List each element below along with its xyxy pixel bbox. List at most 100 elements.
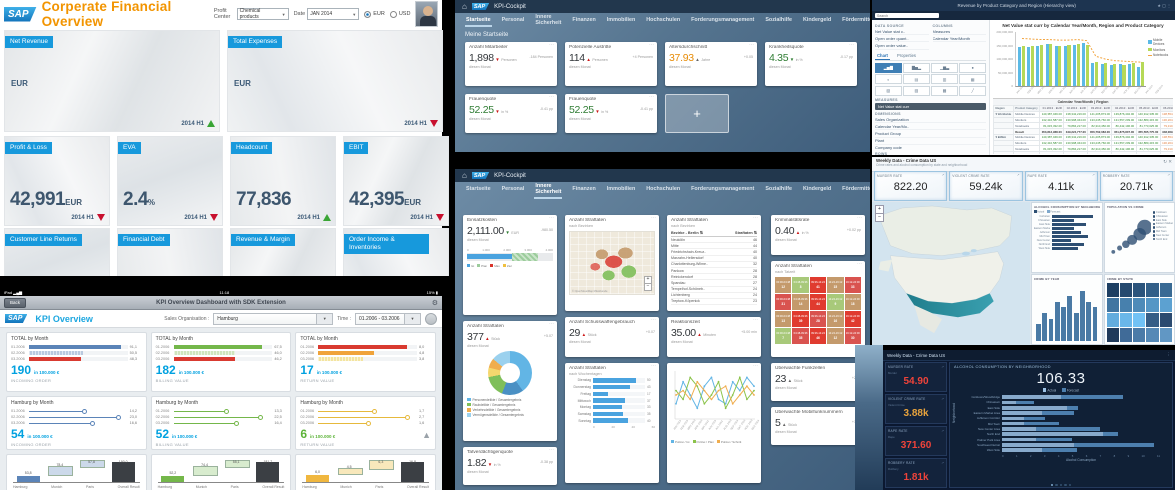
list-item[interactable]: Open order value.. — [875, 42, 929, 50]
kpi-panel-total[interactable]: TOTAL by Month 01.2006 8,0 02.2006 4,8 03.200… — [295, 332, 436, 392]
list-item[interactable]: Measures — [932, 28, 986, 36]
tab-properties[interactable]: Properties — [896, 52, 917, 58]
tile-menu-icon[interactable]: ⋯ — [651, 215, 656, 221]
kpi-tile-potenzielle-austritte[interactable]: ⋯ Potenzielle Austritte 114 ▲ Personen +4 Per… — [565, 42, 657, 86]
expand-icon[interactable]: ↗ — [1167, 173, 1170, 177]
corp-tile-net-revenue[interactable]: Net Revenue EUR 2014 H1 — [4, 30, 220, 132]
treemap-cell[interactable] — [1146, 283, 1159, 297]
kpi-panel-total[interactable]: TOTAL by Month 01.2006 67,5 02.2006 46,0 03.2… — [150, 332, 292, 392]
tile-menu-icon[interactable]: ⋯ — [753, 363, 758, 369]
treemap-cell[interactable] — [1159, 298, 1172, 312]
kpi-tile-krankheitsquote[interactable]: ⋯ Krankheitsquote 4.35 ▼ in % -0.17 pp diesen … — [765, 42, 857, 86]
tile-menu-icon[interactable]: ⋯ — [549, 447, 554, 453]
list-item[interactable]: Sales Organization — [875, 116, 986, 124]
tile-menu-icon[interactable]: ⋯ — [651, 363, 656, 369]
kpi-tile-reaktionszeit[interactable]: ⋯ Reaktionszeit 35.00 ▲ Minuten +5.00 min dies… — [667, 317, 761, 357]
heatmap-cell[interactable]: 14:24-19:12 9 — [827, 294, 844, 310]
kpi-panel-hamburg[interactable]: Hamburg by Month 01.2006 13,3 02.2006 22,5 03… — [150, 396, 292, 450]
tab-fördermittelmanagement[interactable]: Fördermittelmanagement — [842, 17, 870, 23]
treemap-cell[interactable] — [1133, 298, 1146, 312]
table-row[interactable]: Charlottenburg-Wilme.. 32 — [671, 262, 757, 268]
tile-menu-icon[interactable]: ⋯ — [753, 215, 758, 221]
tab-kindergeld[interactable]: Kindergeld — [803, 17, 832, 23]
heatmap-cell[interactable]: 00:00-04:48 31 — [775, 294, 792, 310]
kpi-tile-überwachte-funkzellen[interactable]: ⋯Überwachte Funkzellen23▲Stück+2.07diese… — [771, 363, 865, 401]
corp-tile-financial-debt[interactable]: Financial Debt770 — [117, 228, 223, 276]
table-row[interactable]: Friedrichshain-Kreuz.. 40 — [671, 249, 757, 256]
tab-immobilien[interactable]: Immobilien — [606, 17, 636, 23]
tab-hochschulen[interactable]: Hochschulen — [646, 186, 681, 192]
tab-sozialhilfe[interactable]: Sozialhilfe — [765, 17, 792, 23]
list-item[interactable]: Calendar Year/Month — [932, 35, 986, 43]
refresh-button[interactable] — [425, 312, 437, 325]
tab-kindergeld[interactable]: Kindergeld — [803, 186, 832, 192]
tab-sozialhilfe[interactable]: Sozialhilfe — [765, 186, 792, 192]
corp-tile-customer-line-returns[interactable]: Customer Line Returns48,214 — [4, 228, 110, 276]
gear-icon[interactable]: ⚙ — [431, 299, 438, 307]
pagination-dot[interactable] — [1059, 483, 1063, 486]
tab-immobilien[interactable]: Immobilien — [606, 186, 636, 192]
tab-forderungsmanagement[interactable]: Forderungsmanagement — [691, 186, 755, 192]
zoom-out-button[interactable]: − — [644, 283, 652, 291]
table-row[interactable]: Pankow 28 — [671, 268, 757, 275]
kpi-card-robbery-rate[interactable]: ROBBERY RATE ↗ Robbery 1.81k — [885, 458, 947, 488]
list-item[interactable]: Calendar Year/Mo.. — [875, 123, 986, 131]
pagination-dot[interactable] — [1055, 483, 1058, 486]
heatmap-cell[interactable]: 00:00-04:48 12 — [775, 277, 792, 293]
expand-icon[interactable]: ↗ — [941, 364, 944, 369]
corp-tile-ebit[interactable]: EBIT 42,395EUR 2014 H1 — [343, 136, 449, 226]
waterfall-panel[interactable]: 6,0 4,5 6,3 16,8 Hamburg Munich Paris Overall R… — [295, 454, 436, 490]
chart-type-icon[interactable]: ▇▅▂ — [903, 62, 930, 73]
list-item[interactable]: Open order quant.. — [875, 35, 929, 43]
search-input[interactable] — [875, 12, 939, 19]
kpi-tile-anzahl-straftaten[interactable]: ⋯ Anzahl Straftaten nach Bezirken + − © OpenS… — [565, 215, 659, 311]
tab-finanzen[interactable]: Finanzen — [572, 17, 596, 23]
treemap-cell[interactable] — [1159, 313, 1172, 327]
heatmap-cell[interactable]: 14:24-19:12 12 — [827, 328, 844, 344]
chart-type-icon[interactable]: ▥ — [931, 74, 958, 85]
kpi-panel-total[interactable]: TOTAL by Month 01.2006 91,1 02.2006 50,5 03.2… — [6, 332, 147, 392]
measure-chip[interactable]: Net Value stat curr — [875, 103, 986, 111]
treemap-cell[interactable] — [1133, 328, 1146, 342]
kpi-tile-anzahl-straftaten[interactable]: ⋯ Anzahl Straftaten 377 ▲ Stück +5.07 diesen M… — [463, 321, 557, 441]
tile-menu-icon[interactable]: ⋯ — [849, 42, 854, 48]
kpi-tile-altersdurchschnitt[interactable]: ⋯ Altersdurchschnitt 37.93 ▲ Jahre +0.05 diese… — [665, 42, 757, 86]
kpi-card-robbery-rate[interactable]: ROBBERY RATE ↗ 20.71k — [1099, 171, 1173, 201]
table-row[interactable]: Treptow-Köpenick 23 — [671, 299, 757, 306]
back-button[interactable]: Back — [4, 297, 27, 308]
tile-menu-icon[interactable]: ⋯ — [549, 94, 554, 100]
us-map[interactable]: + − — [872, 202, 1030, 345]
list-item[interactable]: Plant — [875, 138, 986, 145]
user-avatar[interactable] — [415, 1, 438, 27]
heatmap-cell[interactable]: 09:36-14:24 44 — [809, 294, 827, 310]
chart-type-icon[interactable]: ▨ — [903, 85, 930, 96]
chart-type-icon[interactable]: ▩ — [931, 85, 958, 96]
heatmap-cell[interactable]: 19:12-24:00 18 — [844, 294, 861, 310]
tile-menu-icon[interactable]: ⋯ — [649, 42, 654, 48]
kpi-panel-hamburg[interactable]: Hamburg by Month 01.2006 1,7 02.2006 2,7 03.2… — [295, 396, 436, 450]
profit-center-select[interactable]: Chemical products ▼ — [236, 8, 289, 20]
chart-type-icon[interactable]: ▤ — [903, 74, 930, 85]
heatmap-cell[interactable]: 09:36-14:24 41 — [809, 277, 827, 293]
chart-type-icon[interactable]: ╱ — [959, 85, 986, 96]
pagination-dot[interactable] — [1064, 483, 1067, 486]
heatmap-cell[interactable]: 14:24-19:12 16 — [827, 311, 844, 327]
tab-finanzen[interactable]: Finanzen — [572, 186, 596, 192]
heatmap-cell[interactable]: 19:12-24:00 42 — [844, 311, 861, 327]
tab-innere-sicherheit[interactable]: Innere Sicherheit — [534, 180, 563, 199]
tile-menu-icon[interactable]: ⋯ — [549, 42, 554, 48]
heatmap-cell[interactable]: 19:12-24:00 30 — [844, 328, 861, 344]
kpi-tile-überwachte-mobilfunknummern[interactable]: ⋯Überwachte Mobilfunknummern5▲Stück+1.07… — [771, 407, 865, 445]
berlin-district-map[interactable]: + − © OpenStreetMap Mitwirkende — [569, 231, 655, 295]
list-item[interactable]: Company code — [875, 145, 986, 150]
menu-icon[interactable]: ⋮ — [1166, 352, 1172, 357]
date-select[interactable]: JAN 2014 ▼ — [307, 8, 360, 20]
corp-tile-headcount[interactable]: Headcount 77,836 2014 H1 — [230, 136, 336, 226]
corp-tile-eva[interactable]: EVA 2.4% 2014 H1 — [117, 136, 223, 226]
treemap-cell[interactable] — [1146, 328, 1159, 342]
kpi-tile-anzahl-schusswaffengebrauch[interactable]: ⋯ Anzahl Schusswaffengebrauch 29 ▲ Stück +0.0… — [565, 317, 659, 357]
kpi-tile-anzahl-mitarbeiter[interactable]: ⋯ Anzahl Mitarbeiter 1,898 ▼ Personen -184 Pe… — [465, 42, 557, 86]
heatmap-cell[interactable]: 04:48-09:36 35 — [792, 328, 809, 344]
kpi-tile-anzahl-straftaten[interactable]: ⋯ Anzahl Straftaten nach Bezirken Bezirke -… — [667, 215, 761, 311]
tab-startseite[interactable]: Startseite — [465, 14, 492, 27]
